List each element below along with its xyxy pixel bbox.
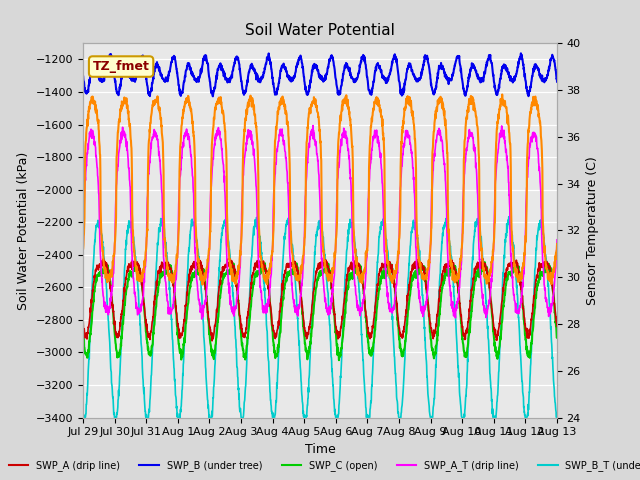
SWP_C (open): [79, 330, 87, 336]
Line: SWP_A (drip line): SWP_A (drip line): [83, 258, 588, 341]
SWP_C_T (open): [570, 207, 578, 213]
SWP_C_T (open): [570, 165, 578, 170]
SWP_B (under tree): [584, 78, 592, 84]
SWP_A_T (drip line): [584, 241, 592, 247]
Legend: SWP_A (drip line), SWP_B (under tree), SWP_C (open), SWP_A_T (drip line), SWP_B_: SWP_A (drip line), SWP_B (under tree), S…: [5, 456, 640, 475]
SWP_A (drip line): [208, 338, 216, 344]
SWP_C_T (open): [105, 275, 113, 281]
SWP_C (open): [325, 266, 333, 272]
SWP_B_T (under tree): [312, 244, 319, 250]
SWP_C (open): [312, 290, 319, 296]
SWP_C_T (open): [477, 248, 485, 253]
SWP_B (under tree): [570, 77, 578, 83]
SWP_C_T (open): [584, 244, 592, 250]
SWP_B_T (under tree): [570, 224, 578, 230]
SWP_C_T (open): [499, 92, 506, 97]
SWP_A_T (drip line): [477, 285, 485, 291]
SWP_A_T (drip line): [79, 240, 87, 246]
SWP_B_T (under tree): [477, 237, 485, 242]
Title: Soil Water Potential: Soil Water Potential: [245, 23, 395, 38]
SWP_C_T (open): [312, 97, 319, 103]
SWP_B_T (under tree): [506, 214, 513, 219]
SWP_C (open): [570, 274, 578, 279]
SWP_C_T (open): [79, 246, 87, 252]
SWP_A_T (drip line): [570, 252, 578, 258]
SWP_A_T (drip line): [309, 123, 317, 129]
Text: TZ_fmet: TZ_fmet: [93, 60, 150, 73]
SWP_C (open): [584, 329, 592, 335]
SWP_A (drip line): [79, 319, 87, 324]
Y-axis label: Sensor Temperature (C): Sensor Temperature (C): [586, 156, 599, 305]
SWP_B (under tree): [517, 50, 525, 56]
SWP_B (under tree): [312, 65, 319, 71]
Y-axis label: Soil Water Potential (kPa): Soil Water Potential (kPa): [17, 151, 30, 310]
SWP_B (under tree): [79, 74, 87, 80]
SWP_B_T (under tree): [584, 415, 592, 420]
SWP_C (open): [477, 268, 485, 274]
SWP_B_T (under tree): [79, 415, 87, 420]
SWP_C_T (open): [325, 277, 333, 283]
SWP_A (drip line): [570, 265, 578, 271]
SWP_A (drip line): [312, 271, 320, 277]
SWP_B_T (under tree): [105, 328, 113, 334]
SWP_A (drip line): [326, 270, 333, 276]
SWP_A (drip line): [289, 255, 297, 261]
SWP_C (open): [570, 271, 578, 277]
X-axis label: Time: Time: [305, 443, 335, 456]
SWP_A (drip line): [584, 323, 592, 328]
SWP_B (under tree): [325, 59, 333, 64]
SWP_B (under tree): [570, 76, 578, 82]
SWP_A_T (drip line): [326, 309, 333, 314]
SWP_A (drip line): [570, 262, 578, 268]
Line: SWP_C_T (open): SWP_C_T (open): [83, 95, 588, 285]
SWP_C (open): [335, 357, 343, 363]
Line: SWP_A_T (drip line): SWP_A_T (drip line): [83, 126, 588, 319]
SWP_B_T (under tree): [570, 225, 577, 230]
SWP_A (drip line): [105, 273, 113, 279]
Line: SWP_C (open): SWP_C (open): [83, 262, 588, 360]
SWP_B (under tree): [477, 77, 485, 83]
SWP_A_T (drip line): [570, 254, 578, 260]
SWP_A (drip line): [477, 259, 485, 264]
SWP_A_T (drip line): [105, 310, 113, 315]
SWP_B (under tree): [105, 58, 113, 64]
SWP_A_T (drip line): [198, 316, 205, 322]
Line: SWP_B_T (under tree): SWP_B_T (under tree): [83, 216, 588, 418]
SWP_C_T (open): [198, 282, 206, 288]
SWP_C (open): [105, 268, 113, 274]
Line: SWP_B (under tree): SWP_B (under tree): [83, 53, 588, 96]
SWP_C (open): [481, 259, 488, 265]
SWP_B_T (under tree): [325, 308, 333, 314]
SWP_A_T (drip line): [312, 140, 320, 146]
SWP_B (under tree): [209, 94, 217, 99]
